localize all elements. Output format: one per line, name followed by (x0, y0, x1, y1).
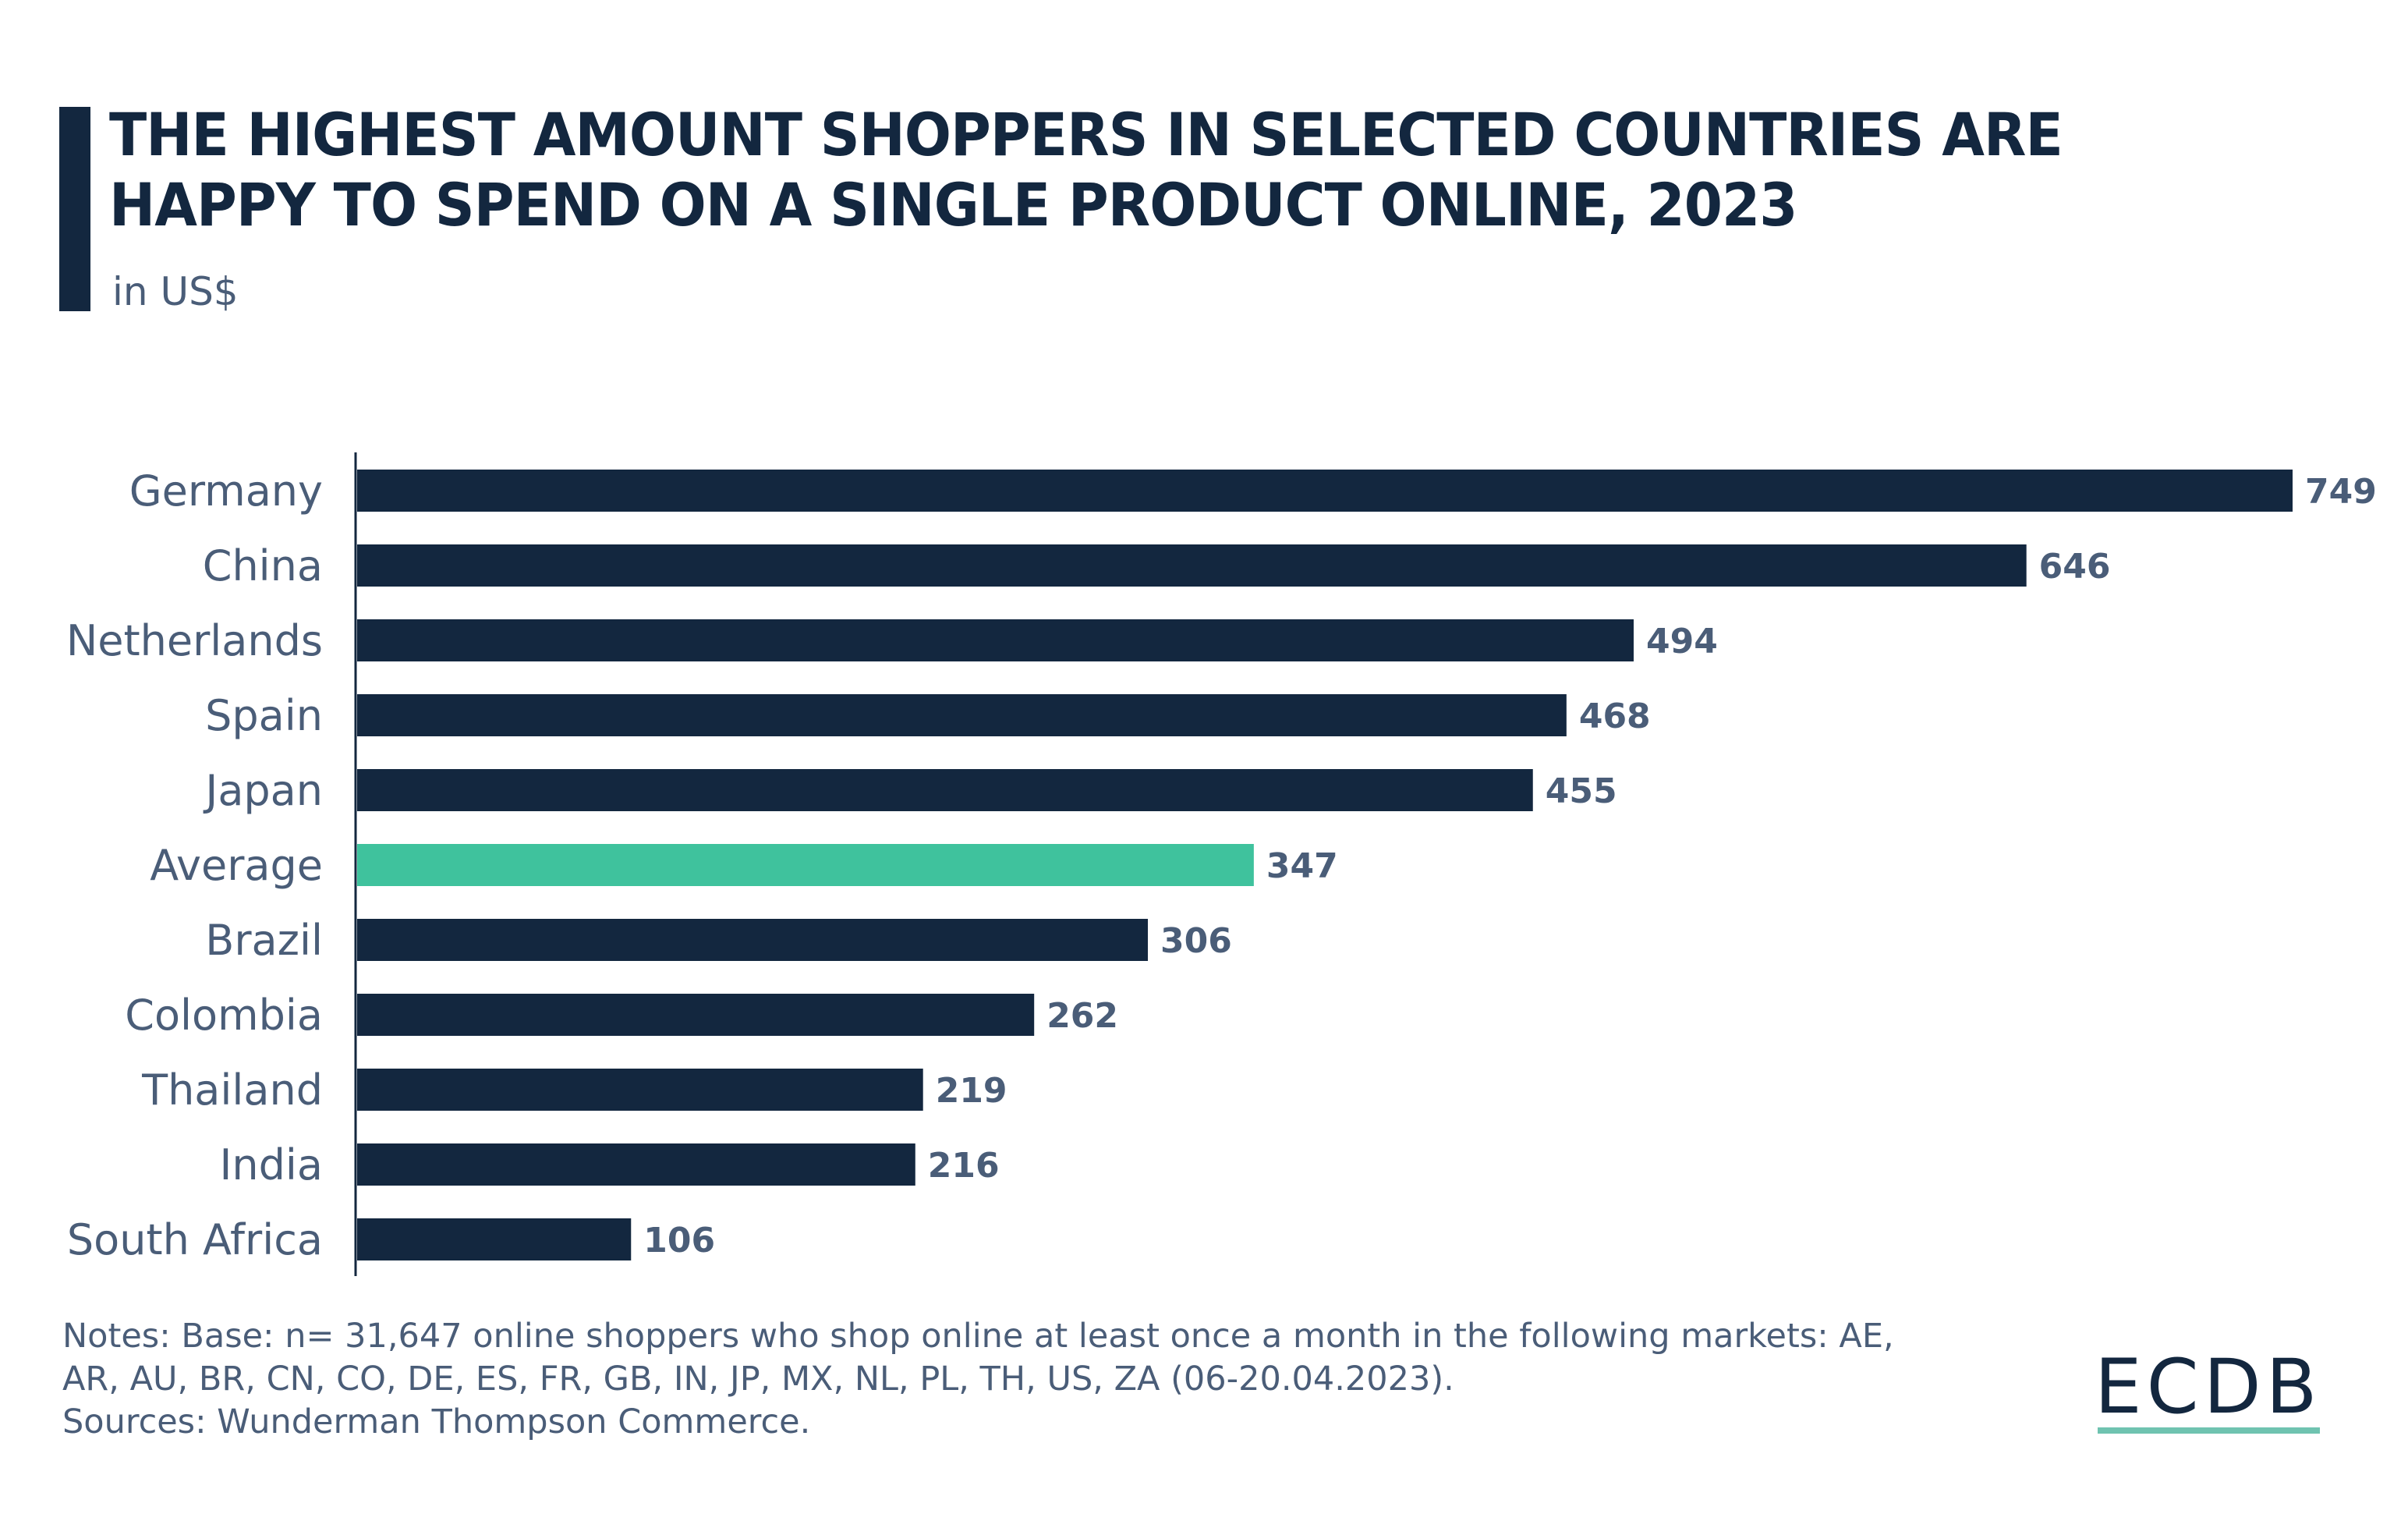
bar-average (357, 844, 1254, 886)
notes-line-1: Notes: Base: n= 31,647 online shoppers w… (62, 1317, 1894, 1356)
category-label: Thailand (141, 1065, 323, 1115)
value-label: 455 (1546, 771, 1617, 811)
title-line-1: THE HIGHEST AMOUNT SHOPPERS IN SELECTED … (109, 100, 2063, 169)
bar-thailand (357, 1069, 923, 1111)
value-label: 306 (1160, 921, 1232, 961)
value-label: 106 (643, 1221, 715, 1260)
category-label: Netherlands (66, 616, 323, 665)
value-label: 646 (2039, 547, 2111, 587)
value-label: 347 (1266, 846, 1338, 886)
category-label: Japan (203, 766, 323, 815)
bar-netherlands (357, 619, 1634, 661)
chart-title: THE HIGHEST AMOUNT SHOPPERS IN SELECTED … (109, 100, 2063, 240)
category-label: Spain (205, 691, 323, 740)
ecdb-logo: ECDB (2095, 1343, 2322, 1431)
bar-spain (357, 694, 1567, 736)
category-label: Average (150, 841, 323, 890)
value-label: 216 (928, 1146, 1000, 1186)
bar-south-africa (357, 1218, 632, 1260)
category-label: South Africa (67, 1215, 323, 1264)
category-label: Brazil (205, 916, 323, 965)
chart-subtitle: in US$ (112, 269, 239, 314)
bar-china (357, 544, 2027, 587)
value-label: 494 (1646, 622, 1718, 661)
value-label: 219 (936, 1071, 1007, 1111)
bar-japan (357, 769, 1533, 811)
category-label: India (219, 1140, 323, 1190)
notes: Notes: Base: n= 31,647 online shoppers w… (62, 1315, 1894, 1444)
category-label: China (203, 541, 323, 590)
bar-colombia (357, 994, 1035, 1036)
bar-germany (357, 470, 2293, 512)
value-label: 749 (2305, 472, 2377, 512)
notes-line-2: AR, AU, BR, CN, CO, DE, ES, FR, GB, IN, … (62, 1360, 1454, 1399)
bar-india (357, 1143, 915, 1186)
logo-underline (2098, 1427, 2320, 1434)
category-label: Colombia (125, 991, 323, 1040)
bar-brazil (357, 919, 1149, 961)
category-label: Germany (129, 466, 323, 516)
sources: Sources: Wunderman Thompson Commerce. (62, 1402, 811, 1441)
value-label: 262 (1046, 996, 1118, 1036)
value-label: 468 (1579, 697, 1651, 736)
title-line-2: HAPPY TO SPEND ON A SINGLE PRODUCT ONLIN… (109, 170, 1797, 239)
title-accent-bar (59, 107, 90, 311)
